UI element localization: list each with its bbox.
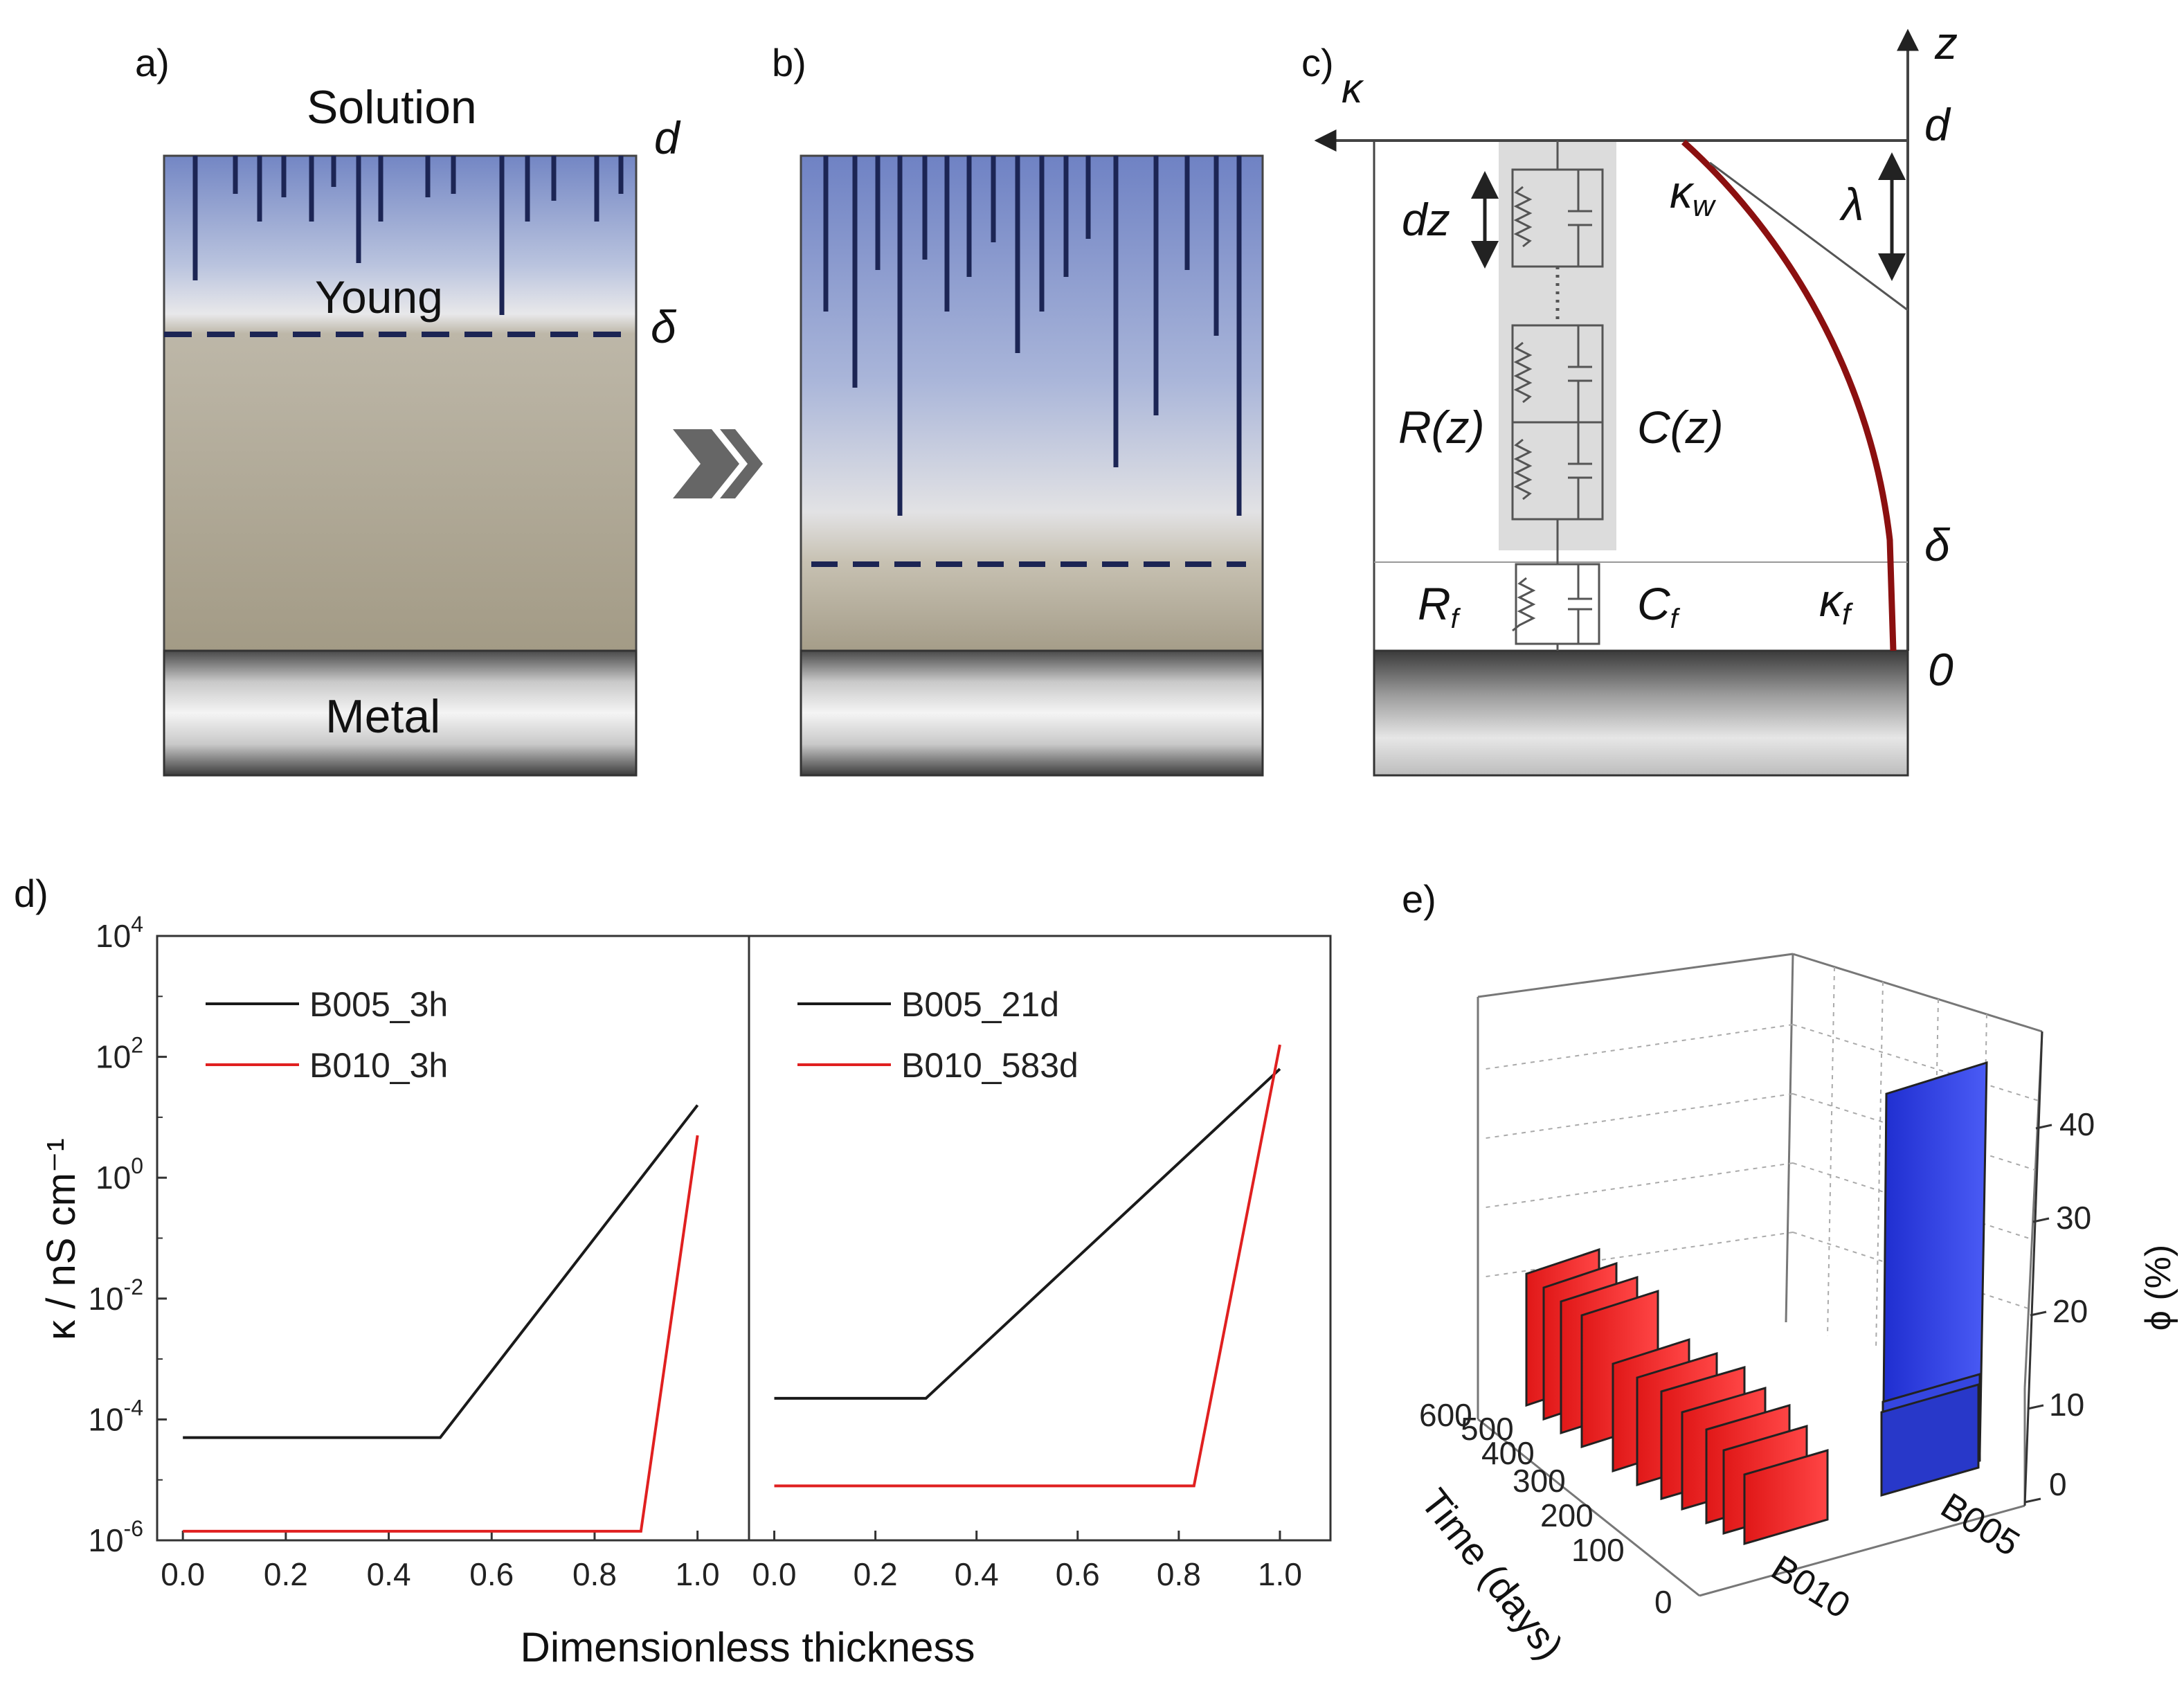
phi-tick-0: 0 [2049, 1466, 2067, 1502]
Cz-label: C(z) [1637, 402, 1724, 453]
phi-axis-label: ϕ (%) [2138, 1245, 2178, 1331]
legend-label-B005_3h: B005_3h [309, 985, 448, 1024]
young-label: Young [315, 271, 443, 323]
bar-b005-3h [1880, 1383, 1980, 1497]
x-tick-labels-right: 0.0 0.2 0.4 0.6 0.8 1.0 [752, 1531, 1302, 1592]
solution-label: Solution [307, 81, 477, 134]
panel-e-label: e) [1402, 877, 1436, 921]
Rz-label: R(z) [1398, 402, 1485, 453]
bar-b010-50 [1743, 1449, 1829, 1545]
conductivity-profile-curve [1681, 139, 1897, 651]
series-lines-left [183, 1104, 699, 1533]
phi-tick-40: 40 [2059, 1106, 2095, 1142]
x-axis-label: Dimensionless thickness [521, 1624, 975, 1670]
y-tick-label: 104 [96, 912, 143, 954]
phi-tick-10: 10 [2049, 1387, 2084, 1423]
d-label-c: d [1924, 99, 1951, 150]
panel-d-label: d) [14, 872, 48, 915]
pores-aged [823, 156, 1242, 516]
kappa-axis-label: κ [1342, 65, 1364, 111]
metal-substrate-b [800, 649, 1264, 777]
plot-frame-right [748, 935, 1332, 1542]
panel-d: d) 10-6 10-4 10-2 100 102 104 0.0 0.2 0.4 0.6 0.8… [14, 872, 1332, 1670]
lambda-label: λ [1839, 179, 1863, 230]
kappa-f-label: κf [1819, 575, 1854, 631]
panel-c: c) z κ [1301, 17, 1958, 777]
panel-e: e) [1402, 877, 2178, 1668]
kappa-w-label: κw [1670, 166, 1717, 223]
transition-chevron-icon [673, 429, 763, 498]
y-axis-label: κ / nS cm⁻¹ [39, 1138, 84, 1340]
panel-a: a) Solution Young Metal d δ [135, 41, 681, 777]
tangent-line [1709, 161, 1908, 312]
y-tick-label: 10-2 [88, 1274, 143, 1317]
circuit-shade [1499, 142, 1616, 550]
y-tick-label: 100 [96, 1153, 143, 1196]
zero-label-c: 0 [1928, 644, 1953, 695]
x-tick-label: 0.0 [752, 1556, 797, 1592]
x-tick-labels-left: 0.0 0.2 0.4 0.6 0.8 1.0 [161, 1531, 720, 1592]
series-line-B010_3h [183, 1135, 699, 1533]
x-tick-label: 0.6 [1056, 1556, 1100, 1592]
plot-frame-left [156, 935, 750, 1542]
x-tick-label: 0.8 [572, 1556, 617, 1592]
time-tick-300: 300 [1513, 1463, 1566, 1499]
phi-tick-30: 30 [2056, 1200, 2091, 1236]
legend-label-B005_21d: B005_21d [901, 985, 1059, 1024]
panel-c-label: c) [1301, 41, 1334, 84]
z-axis-label: z [1934, 17, 1958, 69]
category-b005: B005 [1934, 1486, 2027, 1565]
d-label-a: d [654, 112, 681, 163]
phi-axis [2023, 1031, 2052, 1506]
legend-left: B005_3h B010_3h [206, 985, 448, 1085]
time-tick-200: 200 [1540, 1497, 1594, 1533]
b010-bars [1525, 1247, 1829, 1545]
x-tick-label: 1.0 [676, 1556, 720, 1592]
delta-label-c: δ [1924, 519, 1951, 570]
series-line-B010_583d [774, 1044, 1281, 1488]
panel-b: b) [772, 41, 1264, 777]
Cf-label: Cf [1637, 578, 1681, 634]
series-line-B005_21d [774, 1067, 1281, 1400]
time-tick-100: 100 [1571, 1532, 1625, 1568]
delta-label-a: δ [651, 301, 677, 352]
dz-label: dz [1402, 194, 1450, 245]
y-tick-label: 102 [96, 1033, 143, 1075]
metal-substrate [163, 649, 638, 777]
series-lines-right [774, 1044, 1281, 1488]
legend-label-B010_583d: B010_583d [901, 1046, 1079, 1085]
legend-right: B005_21d B010_583d [797, 985, 1079, 1085]
y-tick-label: 10-6 [88, 1516, 143, 1558]
x-tick-label: 0.4 [955, 1556, 999, 1592]
metal-substrate-c [1373, 649, 1909, 777]
x-tick-label: 0.2 [854, 1556, 898, 1592]
series-line-B005_3h [183, 1104, 699, 1439]
category-b010: B010 [1765, 1548, 1857, 1627]
phi-tick-20: 20 [2052, 1293, 2088, 1329]
y-tick-labels: 10-6 10-4 10-2 100 102 104 [88, 912, 167, 1558]
x-tick-label: 0.6 [469, 1556, 514, 1592]
Rf-label: Rf [1418, 578, 1461, 634]
time-tick-0: 0 [1654, 1584, 1672, 1620]
x-tick-label: 0.0 [161, 1556, 205, 1592]
aged-coating-layer [800, 154, 1264, 652]
x-tick-label: 0.8 [1157, 1556, 1201, 1592]
time-tick-400: 400 [1481, 1435, 1535, 1471]
time-tick-500: 500 [1461, 1411, 1514, 1447]
panel-b-label: b) [772, 41, 806, 84]
panel-a-label: a) [135, 41, 170, 84]
transmission-line-circuit [1511, 141, 1604, 651]
y-tick-label: 10-4 [88, 1395, 143, 1437]
x-tick-label: 1.0 [1258, 1556, 1302, 1592]
x-tick-label: 0.4 [367, 1556, 411, 1592]
x-tick-label: 0.2 [264, 1556, 308, 1592]
3d-box-frame [1477, 953, 2043, 1597]
b005-bars [1880, 1061, 1988, 1497]
metal-label: Metal [325, 690, 440, 743]
pores-young [192, 156, 624, 315]
legend-label-B010_3h: B010_3h [309, 1046, 448, 1085]
time-tick-600: 600 [1419, 1397, 1472, 1433]
young-coating-layer [163, 154, 638, 652]
